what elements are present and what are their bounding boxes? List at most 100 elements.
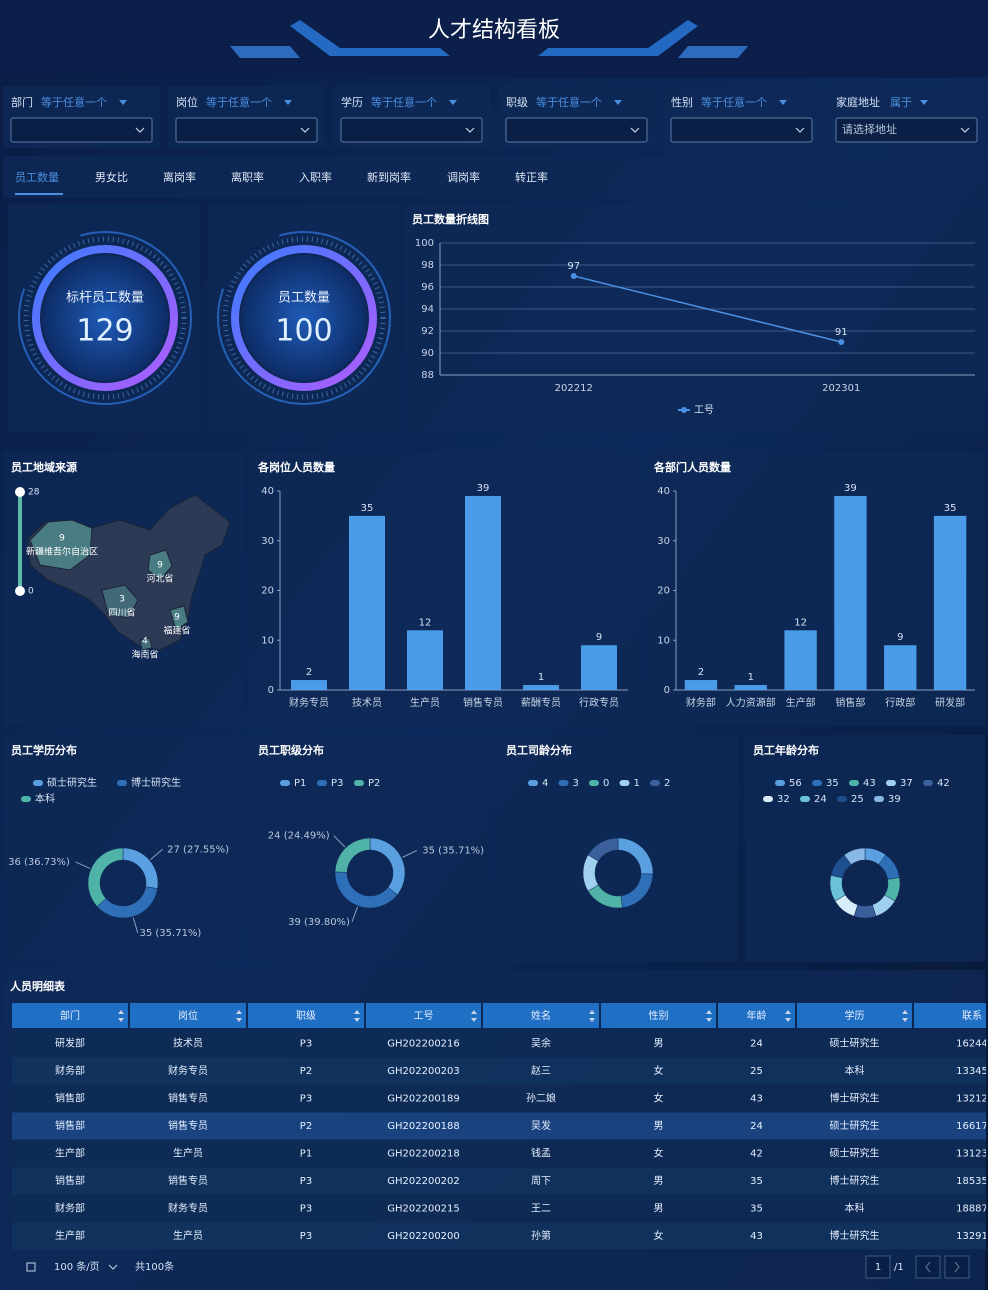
table-cell: 吴余 [531,1037,551,1050]
table-cell: 13345 [956,1066,988,1077]
tab[interactable]: 转正率 [515,170,548,184]
filter-operator[interactable]: 等于任意一个 [536,95,602,109]
table-row [12,1222,986,1250]
point [838,339,845,345]
table-row [12,1030,986,1057]
bar [291,680,327,690]
data-label: 2 [698,667,704,678]
table-cell: 销售专员 [168,1174,208,1187]
pie-slice [334,837,371,873]
page-size[interactable]: 100 条/页 [54,1260,100,1273]
filter-operator[interactable]: 等于任意一个 [371,95,437,109]
y-tick-label: 98 [421,260,434,271]
filter-label: 学历 [341,95,363,109]
sort-icon[interactable] [471,1010,477,1022]
column-header: 学历 [845,1009,865,1022]
filter-operator[interactable]: 属于 [890,96,912,109]
map-region [139,637,153,651]
tab[interactable]: 入职率 [299,170,332,184]
sort-icon[interactable] [236,1010,242,1022]
tab[interactable]: 离岗率 [163,170,196,184]
gauge-ticks [23,236,187,400]
next-icon [954,1261,960,1273]
filter-select[interactable] [340,117,483,143]
data-label: 9 [596,632,602,643]
x-tick-label: 人力资源部 [726,696,776,709]
table-cell: P2 [300,1066,312,1077]
table-cell: 财务部 [55,1202,85,1215]
data-label: 24 (24.49%) [268,831,330,842]
filter-operator[interactable]: 等于任意一个 [701,95,767,109]
dropdown-caret [779,100,787,105]
legend-symbol [619,780,630,786]
tab[interactable]: 调岗率 [447,170,480,184]
table-cell: P3 [300,1094,312,1105]
region-name: 新疆维吾尔自治区 [26,546,98,558]
tab[interactable]: 新到岗率 [367,170,411,184]
current-page: 1 [875,1262,881,1273]
visual-map-handle[interactable] [15,487,25,497]
legend-symbol [280,780,290,786]
table-cell: 销售部 [55,1119,85,1132]
legend-label: 43 [863,778,876,789]
label-leader [333,835,346,848]
table-cell: 钱孟 [531,1147,551,1160]
prev-page[interactable] [915,1255,941,1279]
table-cell: 硕士研究生 [830,1037,880,1050]
y-tick-label: 88 [421,370,434,381]
sort-icon[interactable] [118,1010,124,1022]
sort-icon[interactable] [902,1010,908,1022]
next-page[interactable] [944,1255,970,1279]
x-tick-label: 行政部 [885,696,915,709]
table-row [12,1112,986,1140]
label-leader [75,861,91,869]
table-cell: 18535 [956,1176,988,1187]
page-input[interactable] [865,1255,891,1279]
filter-select[interactable] [505,117,648,143]
chart-title: 员工地域来源 [11,460,77,474]
sort-icon[interactable] [785,1010,791,1022]
x-tick-label: 财务部 [686,696,716,709]
tab[interactable]: 员工数量 [15,171,59,184]
legend-symbol [874,796,884,802]
label-leader [132,917,139,933]
gauge-ring [32,245,178,391]
table-cell: P3 [300,1039,312,1050]
filter-operator[interactable]: 等于任意一个 [206,95,272,109]
region-value: 9 [174,613,180,623]
gauge-label: 标杆员工数量 [66,291,144,306]
filter-select[interactable] [175,117,318,143]
table-title: 人员明细表 [10,979,66,993]
x-tick-label: 202301 [822,383,860,394]
table-cell: 女 [654,1064,664,1077]
region-value: 9 [157,561,163,571]
filter-label: 性别 [671,95,693,109]
sort-icon[interactable] [706,1010,712,1022]
visual-map-max: 28 [28,488,40,498]
filter-select[interactable] [835,117,978,143]
table-cell: 财务专员 [168,1202,208,1215]
table-cell: 42 [750,1149,763,1160]
table-cell: 35 [750,1204,763,1215]
legend-label: 2 [664,778,670,789]
region-value: 3 [119,595,125,605]
filter-label: 职级 [506,96,528,109]
column-header: 联系 [962,1010,982,1022]
filter-operator[interactable]: 等于任意一个 [41,95,107,109]
filter-select[interactable] [670,117,813,143]
data-label: 39 [844,483,857,494]
sort-icon[interactable] [354,1010,360,1022]
legend-symbol [528,780,538,786]
tab[interactable]: 男女比 [95,170,128,184]
region-name: 海南省 [131,649,158,661]
filter-select[interactable] [10,117,153,143]
tab[interactable]: 离职率 [231,170,264,184]
select-chevron [135,127,145,133]
visual-map-handle[interactable] [15,586,25,596]
table-cell: 技术员 [173,1037,203,1050]
table-cell: GH202200215 [387,1204,460,1215]
table-cell: 销售部 [55,1092,85,1105]
legend-symbol [800,796,810,802]
legend-symbol [589,780,599,786]
sort-icon[interactable] [589,1010,595,1022]
